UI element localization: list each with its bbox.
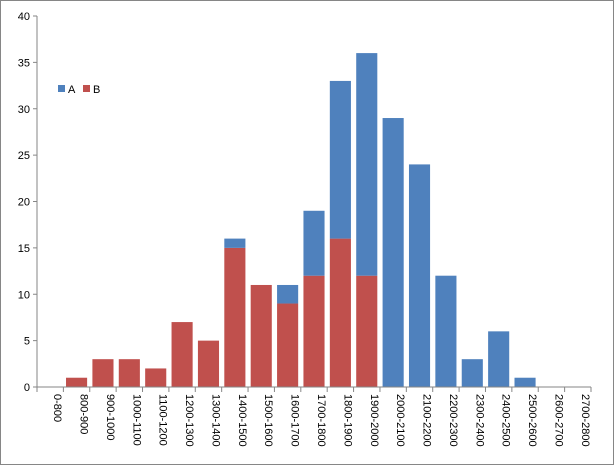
- x-category-label: 1700-1800: [315, 394, 327, 447]
- x-category-label: 1400-1500: [236, 394, 248, 447]
- bar-b-1200-1300: [171, 322, 193, 387]
- y-tick-label: 40: [18, 11, 30, 23]
- bar-a-1900-2000: [356, 53, 378, 276]
- bar-b-1300-1400: [197, 340, 220, 387]
- x-axis: 0-800 800-900 900-1000 1000-1100 1100-1200 12…: [36, 386, 592, 447]
- legend-swatch-b: [83, 85, 90, 92]
- y-tick-label: 10: [18, 289, 30, 301]
- bar-b-1500-1600: [250, 284, 272, 387]
- y-tick-label: 35: [18, 57, 30, 69]
- y-tick-label: 30: [18, 104, 30, 116]
- bar-b-1900-2000: [356, 275, 378, 387]
- x-category-label: 2700-2800: [579, 394, 591, 447]
- x-category-label: 1300-1400: [209, 394, 221, 447]
- bar-a-2500-2600: [514, 377, 536, 387]
- x-category-label: 0-800: [51, 394, 63, 422]
- bar-b-900-1000: [92, 359, 114, 387]
- bar-a-2200-2300: [435, 275, 457, 387]
- bar-a-1800-1900: [329, 80, 351, 239]
- legend-label-a: A: [68, 84, 76, 96]
- bar-b-1000-1100: [118, 359, 140, 387]
- x-category-label: 1600-1700: [289, 394, 301, 447]
- bar-b-1800-1900: [329, 238, 351, 387]
- y-tick-label: 25: [18, 150, 30, 162]
- x-category-label: 1900-2000: [368, 394, 380, 447]
- x-category-label: 2500-2600: [526, 394, 538, 447]
- bar-a-2300-2400: [461, 359, 483, 387]
- x-category-label: 2100-2200: [421, 394, 433, 447]
- y-tick-label: 5: [24, 336, 30, 348]
- y-tick-label: 15: [18, 243, 30, 255]
- x-category-label: 1200-1300: [183, 394, 195, 447]
- bar-a-1600-1700: [277, 284, 299, 304]
- bar-a-1400-1500: [224, 238, 246, 248]
- legend-label-b: B: [93, 84, 100, 96]
- bar-a-2100-2200: [408, 164, 431, 387]
- x-category-label: 2300-2400: [473, 394, 485, 447]
- y-tick-label: 0: [24, 382, 30, 394]
- x-category-label: 2400-2500: [500, 394, 512, 447]
- x-category-label: 800-900: [78, 394, 90, 434]
- bar-b-1100-1200: [145, 368, 167, 387]
- bar-b-1600-1700: [277, 303, 299, 387]
- x-category-label: 2200-2300: [447, 394, 459, 447]
- x-category-label: 1800-1900: [341, 394, 353, 447]
- x-category-label: 2600-2700: [552, 394, 564, 447]
- bar-b-1400-1500: [224, 247, 246, 387]
- x-category-label: 2000-2100: [394, 394, 406, 447]
- bar-b-800-900: [66, 377, 88, 387]
- legend-swatch-a: [58, 85, 65, 92]
- x-category-label: 900-1000: [104, 394, 116, 441]
- y-tick-label: 20: [18, 197, 30, 209]
- x-category-label: 1100-1200: [157, 394, 169, 446]
- bar-a-2400-2500: [488, 331, 510, 387]
- x-category-label: 1000-1100: [130, 394, 142, 446]
- bars: [66, 53, 536, 388]
- bar-b-1700-1800: [303, 275, 325, 387]
- y-axis: 0 5 10 15 20 25 30 35 40: [18, 11, 38, 394]
- bar-a-2000-2100: [382, 118, 404, 388]
- bar-a-1700-1800: [303, 210, 325, 276]
- x-category-label: 1500-1600: [262, 394, 274, 447]
